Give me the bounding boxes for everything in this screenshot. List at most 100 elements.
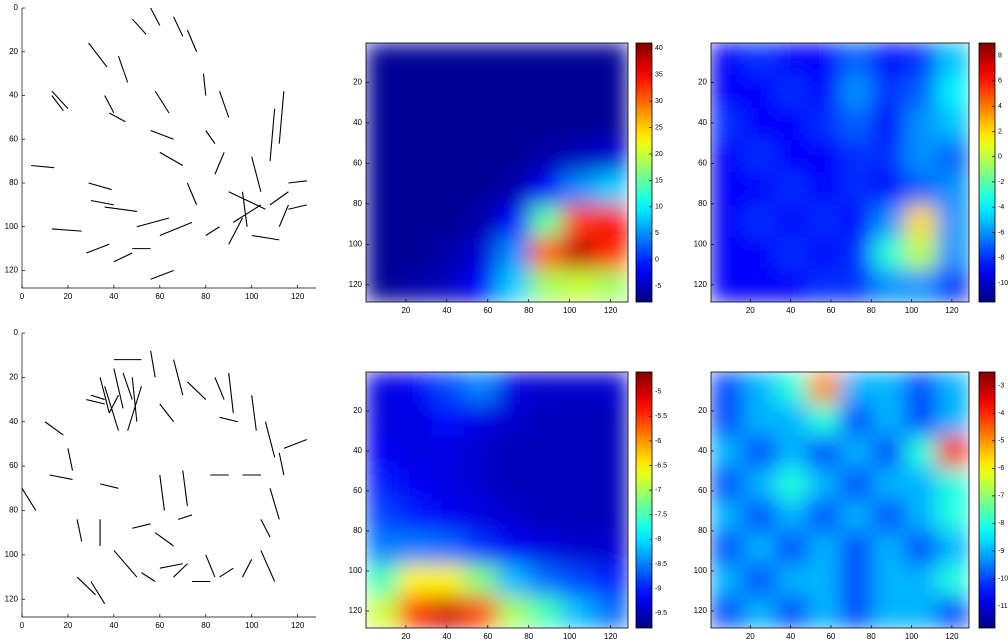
heatmap-cell: [398, 43, 432, 76]
heatmap-cell: [711, 468, 744, 501]
heatmap-cell: [904, 107, 938, 141]
y-tick-label: 20: [9, 372, 18, 381]
heatmap-cell: [595, 107, 628, 141]
heatmap-cell: [366, 372, 400, 405]
segment: [122, 372, 133, 400]
x-tick-label: 120: [291, 292, 305, 301]
heatmap-cell: [807, 596, 841, 628]
heatmap-cell: [743, 43, 776, 76]
heatmap-cell: [529, 468, 563, 501]
heatmap-cell: [431, 564, 465, 597]
heatmap-cell: [529, 237, 563, 271]
heatmap-cell: [366, 43, 400, 76]
segment: [241, 191, 248, 227]
x-tick-label: 120: [945, 306, 959, 315]
heatmap-cell: [840, 404, 873, 437]
heatmap-cell: [595, 237, 628, 271]
y-tick-label: 80: [353, 526, 362, 535]
heatmap-cell: [743, 204, 776, 238]
segment: [150, 7, 161, 26]
heatmap-cell: [497, 596, 531, 628]
heatmap-cell: [743, 372, 776, 405]
x-tick-label: 80: [201, 621, 210, 630]
y-tick-label: 100: [349, 239, 363, 248]
colorbar-tick-label: -9.5: [655, 610, 667, 617]
heatmap-cell: [595, 140, 628, 173]
heatmap-cell: [398, 372, 432, 405]
heatmap-blur: [366, 43, 628, 302]
heatmap-cell: [807, 75, 841, 109]
x-tick-label: 20: [401, 306, 410, 315]
x-tick-label: 60: [826, 632, 835, 641]
segment: [278, 204, 289, 227]
colorbar-tick-label: -6: [655, 438, 661, 445]
heatmap-cell: [366, 204, 400, 238]
heatmap-cell: [840, 75, 873, 109]
heatmap-cell: [431, 172, 465, 206]
colorbar-tick-label: -6: [998, 229, 1004, 236]
heatmap-cell: [398, 140, 432, 173]
heatmap-cell: [562, 140, 596, 173]
heatmap-cell: [904, 532, 938, 565]
heatmap-cell: [840, 237, 873, 271]
heatmap-cell: [497, 269, 531, 302]
colorbar-frame: [978, 371, 996, 629]
heatmap-blur: [711, 372, 969, 628]
heatmap-cell: [936, 500, 969, 533]
heatmap-cell: [595, 269, 628, 302]
colorbar-tick-label: 8: [998, 52, 1002, 59]
heatmap-cell: [431, 269, 465, 302]
x-tick-label: 40: [442, 306, 451, 315]
heatmap-cell: [398, 404, 432, 437]
segment: [264, 421, 276, 458]
heatmap-cell: [775, 436, 809, 469]
colorbar: [979, 43, 995, 302]
heatmap-cell: [775, 107, 809, 141]
y-tick-label: 80: [698, 526, 707, 535]
heatmap-cell: [431, 532, 465, 565]
y-tick-label: 60: [9, 461, 18, 470]
heatmap-cell: [872, 107, 905, 141]
heatmap-cell: [562, 172, 596, 206]
x-tick-label: 40: [786, 306, 795, 315]
colorbar-tick-label: -9: [998, 548, 1004, 555]
y-tick-label: 40: [9, 417, 18, 426]
colorbar-tick-label: -8: [998, 255, 1004, 262]
y-tick-label: 60: [353, 486, 362, 495]
colorbar-tick-label: -4: [998, 204, 1004, 211]
heatmap-cell: [595, 532, 628, 565]
heatmap-cell: [562, 564, 596, 597]
segment: [136, 217, 170, 228]
heatmap-cell: [904, 436, 938, 469]
segment: [113, 550, 138, 578]
heatmap-cell: [529, 204, 563, 238]
heatmap-cell: [840, 436, 873, 469]
x-tick-label: 20: [63, 292, 72, 301]
segment: [131, 377, 138, 422]
heatmap-cell: [872, 43, 905, 76]
heatmap-cell: [529, 269, 563, 302]
heatmap-cell: [529, 436, 563, 469]
heatmap-cell: [464, 436, 498, 469]
segment: [154, 532, 174, 547]
heatmap-cell: [936, 172, 969, 206]
heatmap-cell: [562, 75, 596, 109]
segment: [131, 18, 147, 35]
segment: [141, 572, 156, 582]
heatmap-cell: [840, 468, 873, 501]
heatmap-cell: [562, 372, 596, 405]
heatmap-cell: [840, 269, 873, 302]
heatmap-cell: [562, 596, 596, 628]
heatmap-cell: [743, 468, 776, 501]
x-tick-label: 0: [20, 621, 25, 630]
heatmap-cell: [595, 468, 628, 501]
heatmap-cell: [431, 140, 465, 173]
heatmap-cell: [807, 468, 841, 501]
heatmap-cell: [840, 532, 873, 565]
heatmap-cell: [497, 436, 531, 469]
segment: [173, 16, 184, 37]
x-tick-label: 60: [483, 632, 492, 641]
colorbar-tick-label: 15: [655, 177, 663, 184]
colorbar-tick-label: -6.5: [655, 462, 667, 469]
heatmap-cell: [775, 500, 809, 533]
